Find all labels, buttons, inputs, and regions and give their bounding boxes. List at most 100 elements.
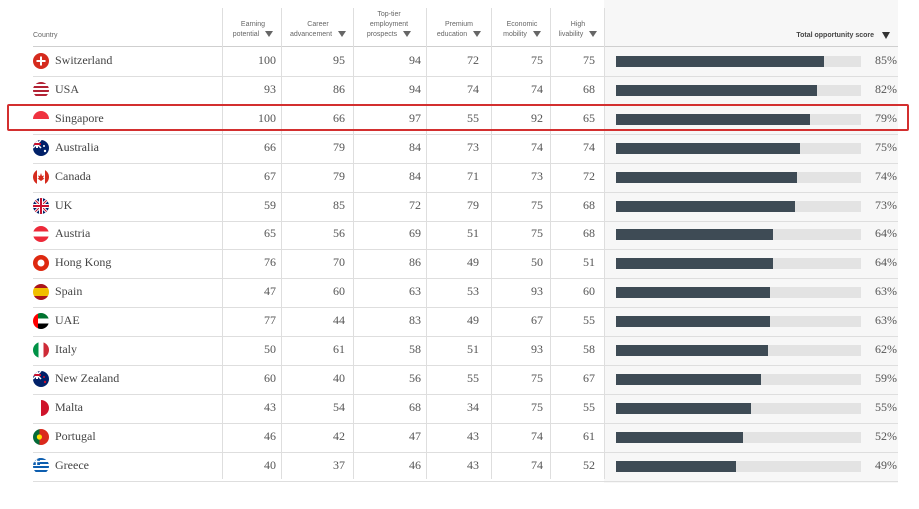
total-score-bar (616, 142, 800, 154)
header-total-opportunity-score[interactable]: Total opportunity score (700, 31, 890, 41)
score-cell: 75 (531, 370, 543, 385)
column-divider (222, 8, 223, 479)
uk-flag-icon (33, 197, 49, 214)
score-cell: 43 (264, 399, 276, 414)
score-cell: 75 (531, 226, 543, 241)
header-country[interactable]: Country (33, 31, 93, 41)
table-row[interactable]: Italy 50 61 58 51 93 58 62% (33, 336, 898, 366)
score-cell: 76 (264, 255, 276, 270)
table-row[interactable]: USA 93 86 94 74 74 68 82% (33, 76, 898, 106)
score-cell: 79 (333, 139, 345, 154)
total-score-label: 49% (875, 457, 897, 472)
table-row[interactable]: Spain 47 60 63 53 93 60 63% (33, 278, 898, 309)
table-row[interactable]: New Zealand 60 40 56 55 75 67 59% (33, 365, 898, 395)
header-livability-line1: High (570, 21, 586, 28)
score-cell: 94 (409, 81, 421, 96)
score-cell: 94 (409, 53, 421, 67)
header-earning-line2: potential (232, 31, 260, 38)
total-score-bar (616, 200, 795, 212)
total-score-label: 75% (875, 139, 897, 154)
table-row[interactable]: Australia 66 79 84 73 74 74 75% (33, 134, 898, 164)
score-cell: 86 (333, 81, 345, 96)
header-earning-potential[interactable]: Earning potential (226, 20, 280, 40)
score-cell: 83 (409, 313, 421, 328)
score-cell: 74 (531, 81, 543, 96)
score-cell: 50 (531, 255, 543, 270)
total-score-label: 73% (875, 197, 897, 212)
total-score-label: 52% (875, 428, 897, 443)
country-name: Singapore (55, 110, 104, 125)
score-cell: 93 (531, 342, 543, 356)
table-row[interactable]: Singapore 100 66 97 55 92 65 79% (33, 105, 898, 135)
header-total-label: Total opportunity score (796, 32, 874, 39)
total-score-label: 64% (875, 255, 897, 270)
total-score-bar (616, 402, 751, 414)
header-career-advancement[interactable]: Career advancement (284, 20, 352, 40)
table-row[interactable]: Canada 67 79 84 71 73 72 74% (33, 163, 898, 193)
score-cell: 68 (583, 226, 595, 241)
switzerland-flag-icon (33, 53, 49, 69)
table-row[interactable]: Austria 65 56 69 51 75 68 64% (33, 220, 898, 251)
score-cell: 100 (258, 53, 276, 67)
filter-icon[interactable] (589, 31, 598, 38)
canada-flag-icon (33, 168, 49, 185)
filter-icon[interactable] (532, 31, 541, 38)
total-score-label: 59% (875, 370, 897, 385)
score-cell: 65 (583, 110, 595, 125)
score-cell: 51 (583, 255, 595, 270)
table-row[interactable]: UK 59 85 72 79 75 68 73% (33, 192, 898, 222)
table-row[interactable]: Switzerland 100 95 94 72 75 75 85% (33, 47, 898, 77)
header-premium-education[interactable]: Premium education (428, 20, 490, 40)
filter-icon[interactable] (338, 31, 347, 38)
filter-icon[interactable] (473, 31, 482, 38)
score-cell: 43 (467, 457, 479, 472)
total-score-bar-track (616, 200, 861, 212)
total-score-label: 63% (875, 284, 897, 299)
total-score-bar-track (616, 460, 861, 472)
table-row[interactable]: Portugal 46 42 47 43 74 61 52% (33, 423, 898, 453)
score-cell: 75 (531, 53, 543, 67)
total-score-bar-track (616, 316, 861, 328)
country-name: Greece (55, 457, 89, 472)
header-earning-line1: Earning (240, 21, 266, 28)
header-economic-mobility[interactable]: Economic mobility (494, 20, 550, 40)
filter-icon[interactable] (403, 31, 412, 38)
total-score-bar-track (616, 431, 861, 443)
table-row[interactable]: Malta 43 54 68 34 75 55 55% (33, 394, 898, 424)
score-cell: 65 (264, 226, 276, 241)
header-high-livability[interactable]: High livability (553, 20, 603, 40)
score-cell: 55 (583, 399, 595, 414)
total-score-bar (616, 258, 773, 270)
malta-flag-icon (33, 399, 49, 416)
score-cell: 60 (333, 284, 345, 299)
score-cell: 67 (264, 168, 276, 183)
header-top-tier-employment[interactable]: Top-tier employment prospects (356, 10, 422, 40)
table-row[interactable]: Greece 40 37 46 43 74 52 49% (33, 452, 898, 482)
score-cell: 74 (531, 139, 543, 154)
header-premium-line2: education (436, 31, 468, 38)
score-cell: 93 (531, 284, 543, 299)
score-cell: 46 (409, 457, 421, 472)
total-score-label: 63% (875, 313, 897, 328)
singapore-flag-icon (33, 110, 49, 127)
total-score-bar (616, 113, 810, 125)
score-cell: 97 (409, 110, 421, 125)
country-name: Hong Kong (55, 255, 112, 270)
sort-descending-icon[interactable] (882, 31, 890, 39)
score-cell: 40 (264, 457, 276, 472)
score-cell: 60 (583, 284, 595, 299)
table-row[interactable]: Hong Kong 76 70 86 49 50 51 64% (33, 249, 898, 280)
new-zealand-flag-icon (33, 370, 49, 387)
total-score-bar (616, 171, 798, 183)
country-name: UK (55, 197, 73, 212)
table-row[interactable]: UAE 77 44 83 49 67 55 63% (33, 307, 898, 338)
usa-flag-icon (33, 81, 49, 98)
total-score-bar (616, 460, 737, 472)
total-score-bar (616, 373, 761, 385)
filter-icon[interactable] (265, 31, 274, 38)
total-score-label: 64% (875, 226, 897, 241)
score-cell: 72 (467, 53, 479, 67)
score-cell: 55 (467, 370, 479, 385)
country-name: Italy (55, 342, 77, 356)
